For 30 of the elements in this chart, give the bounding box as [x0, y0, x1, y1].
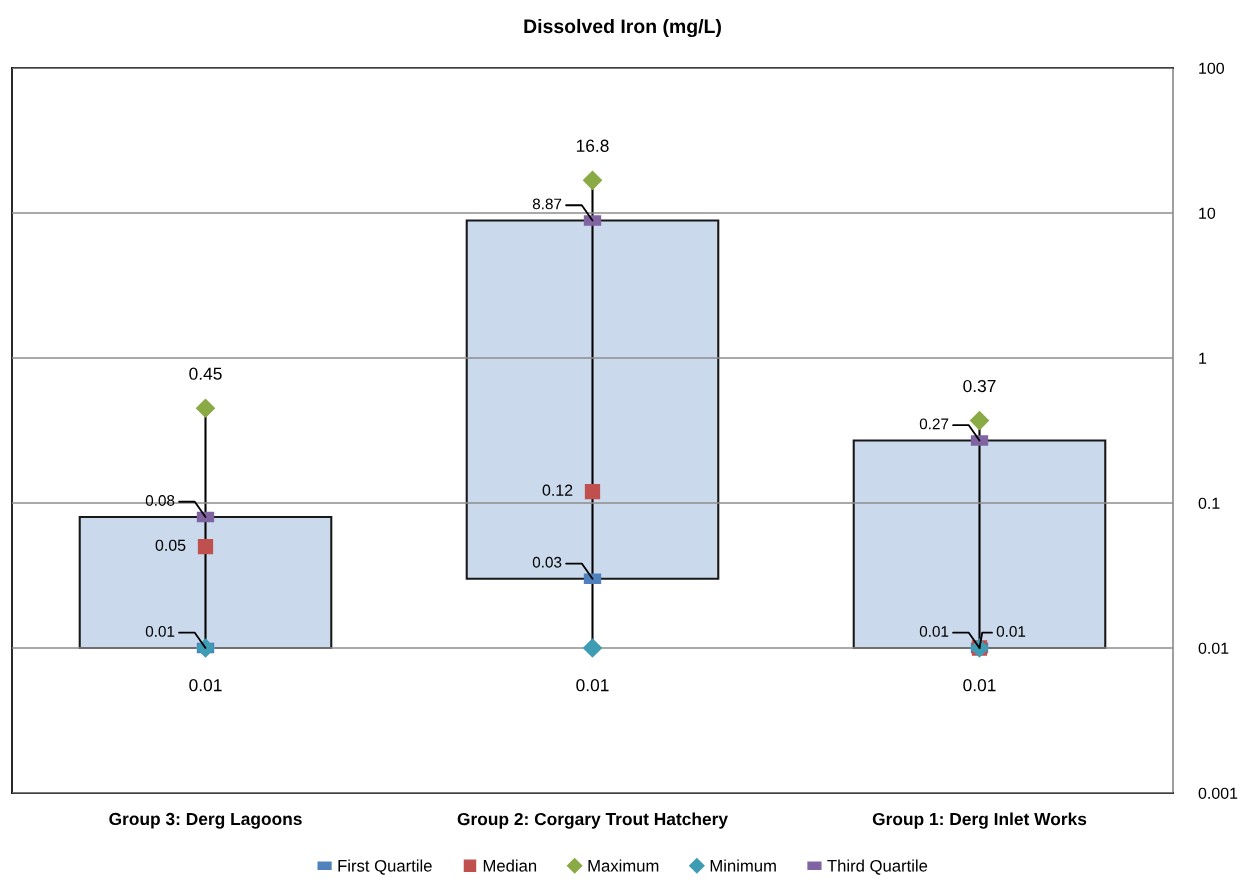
data-label: 0.01 — [189, 679, 222, 692]
legend-label: Minimum — [710, 859, 776, 872]
data-label: 0.01 — [145, 626, 175, 637]
chart-title: Dissolved Iron (mg/L) — [524, 18, 721, 38]
y-tick-label: 0.01 — [1198, 642, 1229, 654]
legend-label: Median — [483, 859, 537, 872]
data-label: 0.01 — [963, 679, 996, 692]
legend-label: Maximum — [588, 859, 659, 872]
y-tick-label: 1 — [1199, 352, 1207, 364]
data-label: 0.37 — [963, 379, 996, 393]
y-tick-label: 0.1 — [1198, 497, 1220, 509]
y-tick-label: 0.001 — [1198, 787, 1238, 799]
data-label: 0.01 — [996, 626, 1026, 637]
data-label: 0.12 — [542, 484, 573, 496]
y-tick-label: 100 — [1199, 62, 1225, 74]
data-label: 0.27 — [919, 418, 949, 430]
legend-label: Third Quartile — [827, 859, 928, 875]
y-tick-label: 10 — [1199, 207, 1216, 219]
data-label: 0.01 — [576, 679, 609, 692]
x-tick-label: Group 1: Derg Inlet Works — [872, 812, 1087, 829]
legend-label: First Quartile — [338, 859, 432, 875]
data-label: 16.8 — [576, 139, 609, 152]
data-label: 0.08 — [145, 495, 175, 506]
data-label: 0.03 — [532, 556, 562, 568]
x-tick-label: Group 2: Corgary Trout Hatchery — [457, 812, 728, 829]
x-tick-label: Group 3: Derg Lagoons — [109, 812, 302, 829]
data-label: 0.05 — [155, 539, 186, 551]
data-label: 0.45 — [189, 367, 222, 380]
data-label: 0.01 — [919, 626, 949, 637]
data-label: 8.87 — [532, 198, 562, 210]
